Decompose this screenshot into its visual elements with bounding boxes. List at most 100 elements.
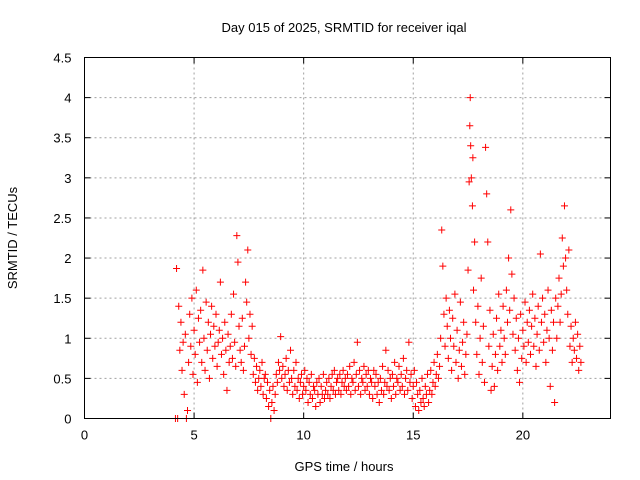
data-point (278, 374, 286, 382)
data-point (411, 402, 419, 410)
data-point (311, 386, 319, 394)
data-point (460, 318, 468, 326)
data-point (528, 322, 536, 330)
data-point (323, 378, 331, 386)
data-point (429, 378, 437, 386)
data-point (541, 310, 549, 318)
data-point (345, 382, 353, 390)
data-point (483, 190, 491, 198)
data-point (290, 366, 298, 374)
data-point (372, 370, 380, 378)
data-point (248, 322, 256, 330)
data-point (531, 314, 539, 322)
data-point (405, 338, 413, 346)
data-point (455, 346, 463, 354)
data-point (565, 246, 573, 254)
data-point (407, 370, 415, 378)
data-point (463, 330, 471, 338)
data-point (563, 286, 571, 294)
data-point (227, 310, 235, 318)
data-point (304, 398, 312, 406)
data-point (497, 326, 505, 334)
data-point (296, 378, 304, 386)
data-point (359, 378, 367, 386)
data-point (416, 386, 424, 394)
data-point (303, 374, 311, 382)
data-point (456, 298, 464, 306)
data-point (297, 370, 305, 378)
data-point (462, 350, 470, 358)
data-point (550, 318, 558, 326)
data-point (238, 314, 246, 322)
data-point (234, 258, 242, 266)
data-point (232, 362, 240, 370)
data-point (358, 374, 366, 382)
data-point (437, 334, 445, 342)
data-point (547, 306, 555, 314)
data-point (516, 378, 524, 386)
data-point (319, 370, 327, 378)
data-point (559, 262, 567, 270)
data-point (200, 334, 208, 342)
data-point (567, 322, 575, 330)
data-point (254, 386, 262, 394)
data-point (555, 274, 563, 282)
data-point (489, 330, 497, 338)
data-point (276, 366, 284, 374)
data-point (369, 394, 377, 402)
data-point (245, 334, 253, 342)
data-point (387, 394, 395, 402)
data-point (342, 386, 350, 394)
data-point (247, 350, 255, 358)
y-tick-label: 0 (64, 412, 71, 427)
data-point (250, 354, 258, 362)
data-point (558, 234, 566, 242)
data-point (520, 342, 528, 350)
data-point (363, 382, 371, 390)
data-point (197, 306, 205, 314)
data-point (291, 382, 299, 390)
data-point (529, 290, 537, 298)
y-tick-label: 3.5 (53, 131, 71, 146)
data-point (283, 386, 291, 394)
data-point (535, 346, 543, 354)
data-point (222, 346, 230, 354)
data-point (242, 278, 250, 286)
data-point (542, 358, 550, 366)
data-point (360, 362, 368, 370)
data-point (308, 394, 316, 402)
data-point (495, 290, 503, 298)
data-point (427, 366, 435, 374)
data-point (380, 390, 388, 398)
data-point (536, 250, 544, 258)
data-point (575, 366, 583, 374)
data-point (316, 398, 324, 406)
data-point (564, 310, 572, 318)
data-point (317, 382, 325, 390)
data-point (225, 358, 233, 366)
data-point (573, 354, 581, 362)
data-point (505, 254, 513, 262)
data-point (457, 362, 465, 370)
data-point (181, 330, 189, 338)
data-point (231, 338, 239, 346)
data-point (339, 366, 347, 374)
data-point (400, 390, 408, 398)
data-point (336, 370, 344, 378)
data-point (370, 366, 378, 374)
data-point (305, 378, 313, 386)
y-tick-label: 4 (64, 91, 71, 106)
data-point (433, 350, 441, 358)
data-point (367, 374, 375, 382)
data-point (442, 294, 450, 302)
y-tick-label: 2 (64, 251, 71, 266)
data-point (556, 318, 564, 326)
data-point (482, 143, 490, 151)
data-point (530, 342, 538, 350)
data-point (430, 358, 438, 366)
data-point (249, 370, 257, 378)
data-point (417, 398, 425, 406)
data-point (180, 390, 188, 398)
data-point (201, 366, 209, 374)
data-point (344, 370, 351, 378)
